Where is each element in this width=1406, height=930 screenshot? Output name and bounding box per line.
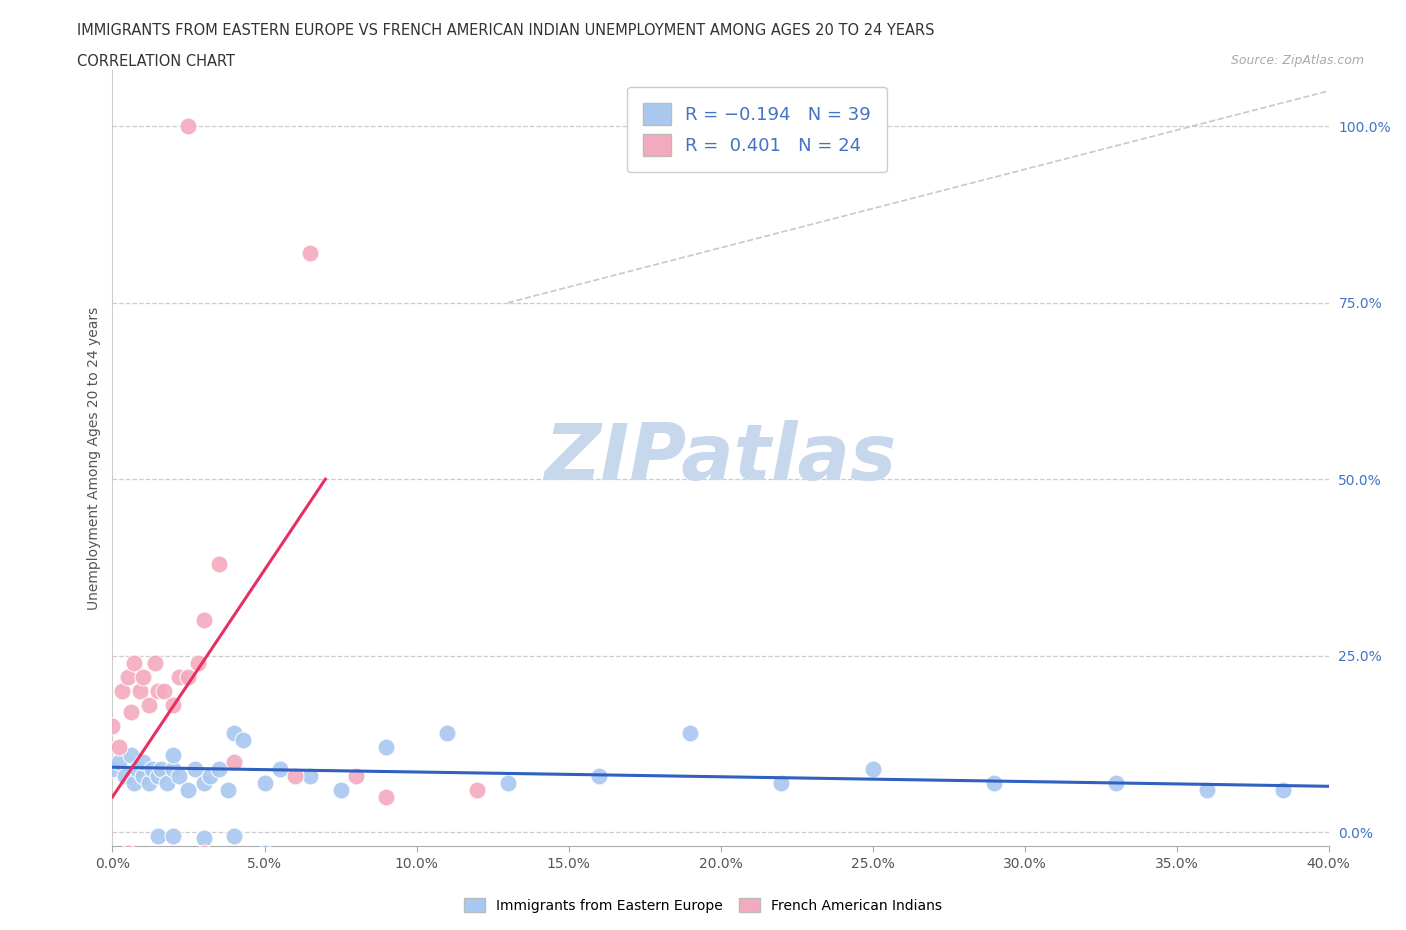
Point: [114, 768, 136, 783]
Point: [222, 829, 246, 844]
Point: [496, 776, 519, 790]
Point: [269, 761, 291, 776]
Point: [128, 684, 150, 698]
Point: [208, 761, 231, 776]
Point: [222, 726, 246, 741]
Point: [177, 119, 200, 134]
Point: [132, 853, 155, 868]
Point: [132, 754, 155, 769]
Point: [436, 726, 458, 741]
Text: IMMIGRANTS FROM EASTERN EUROPE VS FRENCH AMERICAN INDIAN UNEMPLOYMENT AMONG AGES: IMMIGRANTS FROM EASTERN EUROPE VS FRENCH…: [77, 23, 935, 38]
Point: [117, 670, 139, 684]
Text: Source: ZipAtlas.com: Source: ZipAtlas.com: [1230, 54, 1364, 67]
Point: [150, 761, 173, 776]
Point: [132, 670, 155, 684]
Point: [153, 684, 176, 698]
Point: [146, 768, 169, 783]
Point: [169, 670, 191, 684]
Point: [1105, 776, 1128, 790]
Point: [193, 846, 215, 861]
Point: [770, 776, 793, 790]
Point: [709, 857, 731, 871]
Point: [146, 684, 169, 698]
Point: [120, 747, 142, 762]
Point: [679, 726, 702, 741]
Point: [527, 853, 550, 868]
Point: [187, 656, 209, 671]
Point: [375, 790, 398, 804]
Point: [117, 846, 139, 861]
Point: [101, 719, 124, 734]
Point: [146, 849, 169, 864]
Text: CORRELATION CHART: CORRELATION CHART: [77, 54, 235, 69]
Point: [162, 761, 184, 776]
Point: [862, 761, 884, 776]
Point: [1195, 782, 1218, 797]
Legend: Immigrants from Eastern Europe, French American Indians: Immigrants from Eastern Europe, French A…: [458, 893, 948, 919]
Point: [299, 246, 322, 260]
Point: [198, 768, 221, 783]
Point: [284, 768, 307, 783]
Point: [138, 776, 160, 790]
Point: [193, 776, 215, 790]
Point: [465, 782, 489, 797]
Point: [120, 705, 142, 720]
Point: [183, 761, 205, 776]
Point: [232, 733, 254, 748]
Point: [299, 768, 322, 783]
Point: [253, 776, 276, 790]
Point: [146, 829, 169, 844]
Point: [588, 768, 610, 783]
Point: [983, 776, 1005, 790]
Point: [253, 846, 276, 861]
Point: [193, 613, 215, 628]
Point: [177, 670, 200, 684]
Y-axis label: Unemployment Among Ages 20 to 24 years: Unemployment Among Ages 20 to 24 years: [87, 306, 101, 610]
Point: [193, 830, 215, 845]
Point: [122, 656, 145, 671]
Point: [141, 761, 163, 776]
Point: [138, 698, 160, 712]
Point: [162, 698, 184, 712]
Point: [177, 860, 200, 875]
Point: [162, 829, 184, 844]
Point: [110, 684, 132, 698]
Point: [208, 556, 231, 571]
Point: [329, 782, 352, 797]
Point: [162, 867, 184, 882]
Point: [375, 740, 398, 755]
Text: ZIPatlas: ZIPatlas: [544, 420, 897, 496]
Point: [143, 656, 166, 671]
Point: [107, 740, 129, 755]
Point: [125, 761, 148, 776]
Point: [217, 782, 239, 797]
Point: [269, 853, 291, 868]
Point: [156, 776, 179, 790]
Point: [1272, 782, 1295, 797]
Point: [132, 768, 155, 783]
Legend: R = −0.194   N = 39, R =  0.401   N = 24: R = −0.194 N = 39, R = 0.401 N = 24: [627, 86, 887, 172]
Point: [169, 768, 191, 783]
Point: [162, 747, 184, 762]
Point: [344, 768, 367, 783]
Point: [107, 754, 129, 769]
Point: [222, 754, 246, 769]
Point: [101, 761, 124, 776]
Point: [122, 776, 145, 790]
Point: [177, 782, 200, 797]
